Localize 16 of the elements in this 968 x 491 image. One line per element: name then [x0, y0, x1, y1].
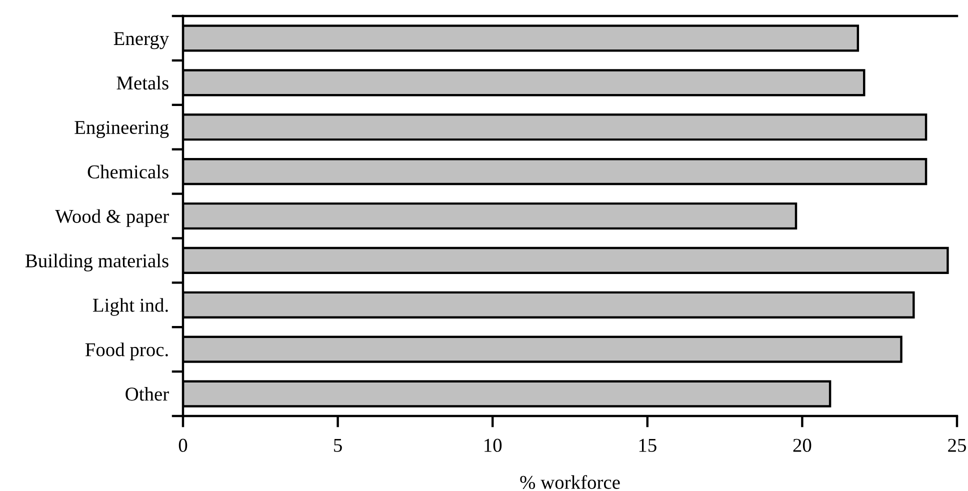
- x-axis-title: % workforce: [520, 475, 620, 490]
- y-tick-label: Building materials: [25, 254, 168, 272]
- x-tick-label: 0: [178, 438, 188, 452]
- x-tick-label: 25: [948, 438, 966, 452]
- x-tick-label: 20: [793, 438, 812, 452]
- y-tick-label: Metals: [116, 76, 168, 90]
- y-tick-label: Energy: [114, 32, 170, 50]
- x-tick-label: 10: [484, 438, 502, 452]
- x-tick-label: 15: [639, 438, 656, 452]
- y-tick-label: Other: [126, 387, 169, 401]
- y-tick-label: Food proc.: [85, 342, 168, 360]
- x-tick-label: 5: [334, 438, 342, 452]
- y-tick-label: Chemicals: [88, 164, 168, 178]
- y-tick-label: Engineering: [74, 120, 169, 138]
- y-tick-label: Light ind.: [92, 298, 168, 316]
- y-tick-label: Wood & paper: [55, 209, 169, 227]
